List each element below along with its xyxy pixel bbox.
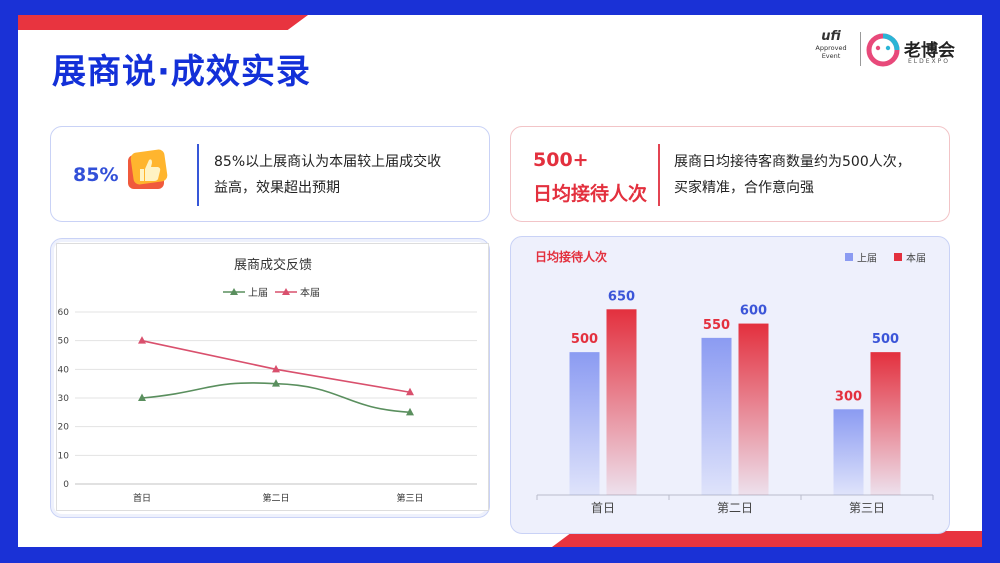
legend-marker bbox=[230, 288, 238, 295]
x-tick-label: 第三日 bbox=[849, 501, 885, 515]
stat-description: 85%以上展商认为本届较上届成交收 益高，效果超出预期 bbox=[214, 149, 484, 201]
data-point bbox=[272, 379, 280, 387]
legend-item: 上届 bbox=[223, 287, 268, 299]
stat-label-visitors: 日均接待人次 bbox=[533, 183, 648, 205]
data-label: 300 bbox=[835, 389, 862, 404]
bar bbox=[569, 352, 600, 495]
y-tick-label: 30 bbox=[58, 394, 70, 404]
card-divider bbox=[658, 144, 660, 206]
legend-swatch bbox=[894, 253, 902, 261]
stat-description-line2: 买家精准，合作意向强 bbox=[674, 180, 814, 196]
y-tick-label: 50 bbox=[58, 337, 70, 347]
stat-description-line1: 85%以上展商认为本届较上届成交收 bbox=[214, 154, 442, 170]
y-tick-label: 60 bbox=[58, 308, 70, 318]
data-label: 500 bbox=[571, 332, 598, 347]
ufi-logo-line2: Event bbox=[821, 52, 841, 60]
stat-description-line1: 展商日均接待客商数量约为500人次， bbox=[674, 154, 911, 170]
chart-title: 展商成交反馈 bbox=[234, 257, 312, 273]
x-tick-label: 第三日 bbox=[396, 492, 423, 504]
legend-label: 本届 bbox=[300, 286, 320, 299]
bar bbox=[870, 352, 901, 495]
stat-value-visitors: 500+ bbox=[533, 149, 589, 171]
legend-item: 上届 bbox=[845, 253, 877, 265]
stat-description-line2: 益高，效果超出预期 bbox=[214, 180, 340, 196]
chart-title: 日均接待人次 bbox=[535, 249, 607, 264]
data-point bbox=[272, 364, 280, 373]
card-divider bbox=[197, 144, 199, 206]
y-tick-label: 40 bbox=[58, 365, 70, 375]
decor-stripe-bottom bbox=[552, 531, 982, 547]
data-point bbox=[138, 393, 146, 401]
data-label: 550 bbox=[703, 318, 730, 333]
data-label: 600 bbox=[740, 304, 767, 319]
eldexpo-logo-icon bbox=[866, 33, 900, 67]
stat-card-satisfaction: 85% 85%以上展商认为本届较上届成交收 益高，效果超出预期 bbox=[50, 126, 490, 222]
thumbs-up-icon bbox=[128, 149, 168, 189]
legend-item: 本届 bbox=[894, 252, 926, 265]
x-tick-label: 第二日 bbox=[717, 501, 753, 515]
logo-divider bbox=[860, 32, 861, 66]
legend-label: 本届 bbox=[906, 252, 926, 265]
ufi-logo-word: ufi bbox=[821, 29, 841, 44]
line-chart-frame: 展商成交反馈上届 本届 0 10 20 30 40 50 60 首日 第二日 第三日 bbox=[56, 243, 489, 511]
data-point bbox=[406, 407, 414, 416]
bar-chart-card: 日均接待人次 上届 本届首日 500 650 第二日 550 600 第三日 300 500 bbox=[510, 236, 950, 534]
eldexpo-logo-name: 老博会 bbox=[904, 41, 955, 61]
x-tick-label: 首日 bbox=[133, 492, 151, 504]
stat-description: 展商日均接待客商数量约为500人次， 买家精准，合作意向强 bbox=[674, 149, 939, 201]
legend-swatch bbox=[845, 253, 853, 261]
data-point bbox=[138, 336, 146, 344]
legend-item: 本届 bbox=[275, 286, 320, 299]
stat-card-visitors: 500+ 日均接待人次 展商日均接待客商数量约为500人次， 买家精准，合作意向… bbox=[510, 126, 950, 222]
legend-label: 上届 bbox=[248, 287, 268, 299]
y-tick-label: 0 bbox=[63, 480, 69, 490]
data-label: 650 bbox=[608, 289, 635, 304]
x-tick-label: 首日 bbox=[591, 501, 615, 515]
stat-value-percent: 85% bbox=[73, 164, 119, 186]
data-point bbox=[406, 387, 414, 396]
decor-stripe-top bbox=[18, 15, 308, 30]
bar bbox=[833, 409, 864, 495]
y-tick-label: 10 bbox=[58, 451, 70, 461]
eldexpo-logo-sub: ELDEXPO bbox=[908, 58, 950, 65]
legend-marker bbox=[282, 288, 290, 295]
x-tick-label: 第二日 bbox=[262, 492, 289, 504]
bar bbox=[738, 323, 769, 495]
header-logos: ufi Approved Event 老博会 ELDEXPO bbox=[808, 30, 978, 70]
ufi-logo-line1: Approved bbox=[815, 44, 847, 52]
ufi-logo: ufi Approved Event bbox=[808, 30, 854, 68]
data-label: 500 bbox=[872, 332, 899, 347]
y-tick-label: 20 bbox=[58, 423, 70, 433]
page-title: 展商说·成效实录 bbox=[52, 52, 311, 92]
line-chart-card: 展商成交反馈上届 本届 0 10 20 30 40 50 60 首日 第二日 第三日 bbox=[50, 238, 490, 518]
legend-label: 上届 bbox=[857, 253, 877, 265]
bar bbox=[701, 337, 732, 495]
bar bbox=[606, 309, 637, 495]
